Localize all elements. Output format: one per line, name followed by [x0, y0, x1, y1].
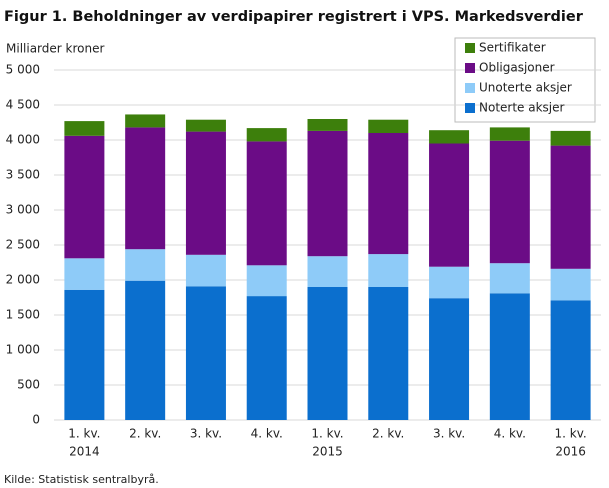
bar-segment — [246, 265, 287, 297]
legend-label: Obligasjoner — [479, 61, 555, 75]
y-tick-label: 3 000 — [6, 203, 40, 217]
y-tick-label: 500 — [17, 378, 40, 392]
y-tick-label: 4 000 — [6, 133, 40, 147]
bar-segment — [246, 128, 287, 142]
x-tick-label: 1. kv. — [311, 427, 343, 441]
bar-segment — [125, 249, 166, 281]
bar-segment — [185, 254, 226, 287]
y-tick-label: 5 000 — [6, 63, 40, 77]
x-tick-label: 4. kv. — [494, 427, 526, 441]
legend-label: Unoterte aksjer — [479, 81, 572, 95]
bar-segment — [64, 135, 105, 259]
bar-segment — [185, 131, 226, 255]
bar-segment — [489, 140, 530, 264]
bar-segment — [368, 254, 409, 287]
bar-segment — [64, 121, 105, 136]
bar-segment — [307, 119, 348, 131]
legend-box — [454, 37, 596, 123]
legend-swatch — [465, 43, 475, 53]
source: Kilde: Statistisk sentralbyrå. — [4, 473, 159, 486]
y-tick-label: 2 000 — [6, 273, 40, 287]
y-tick-label: 4 500 — [6, 98, 40, 112]
x-tick-label: 2. kv. — [129, 427, 161, 441]
bar-segment — [429, 298, 470, 420]
legend-swatch — [465, 63, 475, 73]
bar-segment — [368, 133, 409, 255]
chart-title: Figur 1. Beholdninger av verdipapirer re… — [4, 9, 584, 25]
x-tick-label: 1. kv. — [68, 427, 100, 441]
bar-segment — [125, 280, 166, 420]
bar-segment — [429, 143, 470, 267]
y-tick-label: 3 500 — [6, 168, 40, 182]
legend-label: Noterte aksjer — [479, 101, 565, 115]
x-tick-label: 1. kv. — [555, 427, 587, 441]
y-axis-label: Milliarder kroner — [6, 42, 104, 56]
bar-segment — [368, 287, 409, 420]
bar-segment — [185, 286, 226, 420]
y-tick-label: 2 500 — [6, 238, 40, 252]
bar-segment — [550, 130, 591, 146]
bar-segment — [429, 130, 470, 144]
bar-segment — [185, 119, 226, 132]
legend-label: Sertifikater — [479, 41, 546, 55]
bar-segment — [489, 293, 530, 420]
bar-segment — [307, 287, 348, 420]
bar-segment — [307, 256, 348, 287]
y-tick-label: 1 500 — [6, 308, 40, 322]
y-tick-label: 1 000 — [6, 343, 40, 357]
bar-segment — [489, 127, 530, 141]
bar-segment — [368, 119, 409, 133]
x-year-label: 2015 — [312, 445, 343, 459]
x-year-label: 2014 — [69, 445, 100, 459]
bar-segment — [489, 263, 530, 294]
y-tick-label: 0 — [32, 413, 40, 427]
bar-segment — [246, 141, 287, 266]
legend-swatch — [465, 83, 475, 93]
bar-segment — [125, 127, 166, 250]
legend-swatch — [465, 103, 475, 113]
x-year-label: 2016 — [555, 445, 586, 459]
bar-segment — [429, 266, 470, 299]
bar-segment — [64, 258, 105, 290]
bar-segment — [64, 289, 105, 420]
bar-segment — [125, 114, 166, 128]
x-tick-label: 2. kv. — [372, 427, 404, 441]
bar-segment — [550, 268, 591, 301]
bar-segment — [307, 130, 348, 257]
bar-segment — [550, 300, 591, 420]
bar-segment — [246, 296, 287, 420]
x-tick-label: 3. kv. — [190, 427, 222, 441]
x-tick-label: 3. kv. — [433, 427, 465, 441]
bar-segment — [550, 145, 591, 269]
x-tick-label: 4. kv. — [251, 427, 283, 441]
